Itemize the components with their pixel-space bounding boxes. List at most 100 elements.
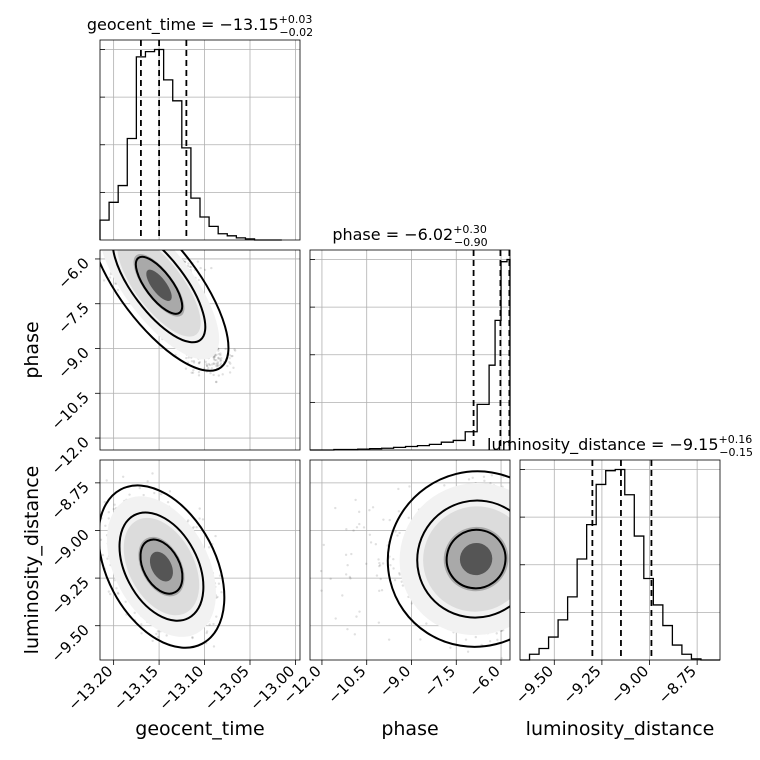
grid-luminosity_distance	[520, 460, 720, 660]
sample-point	[378, 561, 381, 565]
sample-point	[207, 362, 211, 366]
sample-point	[293, 509, 295, 511]
axis-frame-phase	[309, 249, 511, 451]
sample-point	[121, 475, 125, 479]
sample-point	[108, 276, 112, 279]
axis-frame-2d	[99, 249, 301, 451]
sample-point	[146, 480, 149, 483]
histogram-geocent_time	[99, 48, 282, 241]
sample-point	[217, 352, 221, 356]
sample-point	[214, 354, 217, 357]
panel-phase-vs-luminosity_distance	[274, 459, 511, 661]
title-prefix: phase = −6.02	[332, 225, 453, 244]
title-plus: +0.03	[279, 13, 313, 26]
sample-point	[107, 517, 110, 520]
sample-point	[443, 484, 446, 487]
sample-point	[168, 490, 172, 493]
sample-point	[208, 623, 211, 626]
sample-point	[215, 359, 218, 362]
sample-point	[106, 557, 109, 560]
sample-point	[153, 491, 156, 495]
sample-point	[496, 638, 499, 642]
sample-point	[166, 500, 170, 504]
sample-point	[197, 374, 201, 377]
sample-point	[212, 355, 216, 359]
sample-point	[212, 356, 215, 359]
sample-point	[112, 507, 115, 511]
sample-point	[382, 518, 385, 521]
sample-point	[205, 363, 208, 366]
sample-point	[467, 478, 471, 481]
density-shading	[100, 250, 220, 360]
contour-86.5%	[111, 250, 207, 344]
sample-point	[207, 546, 211, 549]
sample-point	[201, 518, 205, 521]
sample-point	[107, 511, 111, 514]
sample-point	[156, 630, 160, 633]
sample-point	[205, 630, 209, 633]
sample-point	[219, 358, 223, 362]
sample-point	[199, 266, 202, 270]
histogram-luminosity_distance	[520, 468, 720, 661]
sample-point	[195, 525, 198, 529]
sample-point	[346, 627, 349, 631]
sample-point	[140, 623, 143, 626]
sample-point	[301, 565, 303, 567]
sample-point	[207, 366, 210, 370]
sample-point	[209, 371, 212, 375]
sample-point	[471, 476, 474, 479]
sample-point	[205, 631, 208, 635]
sample-point	[187, 519, 190, 522]
sample-point	[214, 380, 218, 384]
axis-frame-geocent_time	[99, 39, 301, 241]
sample-point	[113, 503, 116, 506]
sample-point	[159, 492, 163, 496]
title-luminosity_distance: luminosity_distance = −9.15+0.16 −0.15	[487, 433, 753, 459]
sample-point	[128, 493, 131, 496]
sample-point	[228, 357, 231, 360]
sample-point	[226, 364, 229, 368]
sample-point	[375, 574, 379, 577]
sample-point	[210, 363, 214, 366]
sample-point	[206, 364, 209, 368]
sample-point	[191, 635, 194, 639]
sample-point	[198, 507, 201, 510]
contours	[100, 484, 226, 649]
sample-point	[198, 517, 201, 520]
title-minus: −0.15	[719, 446, 753, 459]
sample-point	[368, 533, 372, 537]
sample-point	[156, 635, 160, 639]
contour-39.3%	[139, 538, 184, 595]
sample-point	[198, 361, 201, 365]
hist-panel-phase: phase = −6.02+0.30 −0.90	[309, 223, 511, 451]
sample-point	[187, 356, 190, 359]
sample-point	[197, 362, 201, 365]
sample-point	[192, 526, 195, 529]
sample-point	[115, 587, 118, 590]
hist-panel-luminosity_distance: luminosity_distance = −9.15+0.16 −0.15	[487, 433, 753, 661]
sample-point	[212, 357, 216, 361]
sample-point	[353, 633, 357, 636]
sample-point	[408, 485, 411, 488]
sample-point	[187, 262, 190, 265]
contour-98.9%	[100, 484, 226, 649]
sample-point	[215, 362, 218, 365]
sample-point	[464, 638, 468, 641]
sample-point	[297, 547, 299, 549]
sample-point	[334, 617, 337, 620]
density-level	[146, 269, 172, 301]
title-minus: −0.02	[279, 26, 313, 39]
sample-point	[392, 567, 395, 570]
sample-point	[192, 359, 196, 363]
sample-point	[210, 367, 214, 370]
sample-point	[196, 260, 200, 263]
sample-point	[102, 279, 106, 282]
axis-frame-2d	[99, 459, 301, 661]
title-prefix: luminosity_distance = −9.15	[487, 435, 718, 455]
sample-point	[214, 534, 217, 538]
sample-point	[398, 531, 401, 535]
sample-point	[220, 590, 223, 594]
sample-point	[274, 553, 276, 555]
sample-point	[140, 632, 143, 635]
